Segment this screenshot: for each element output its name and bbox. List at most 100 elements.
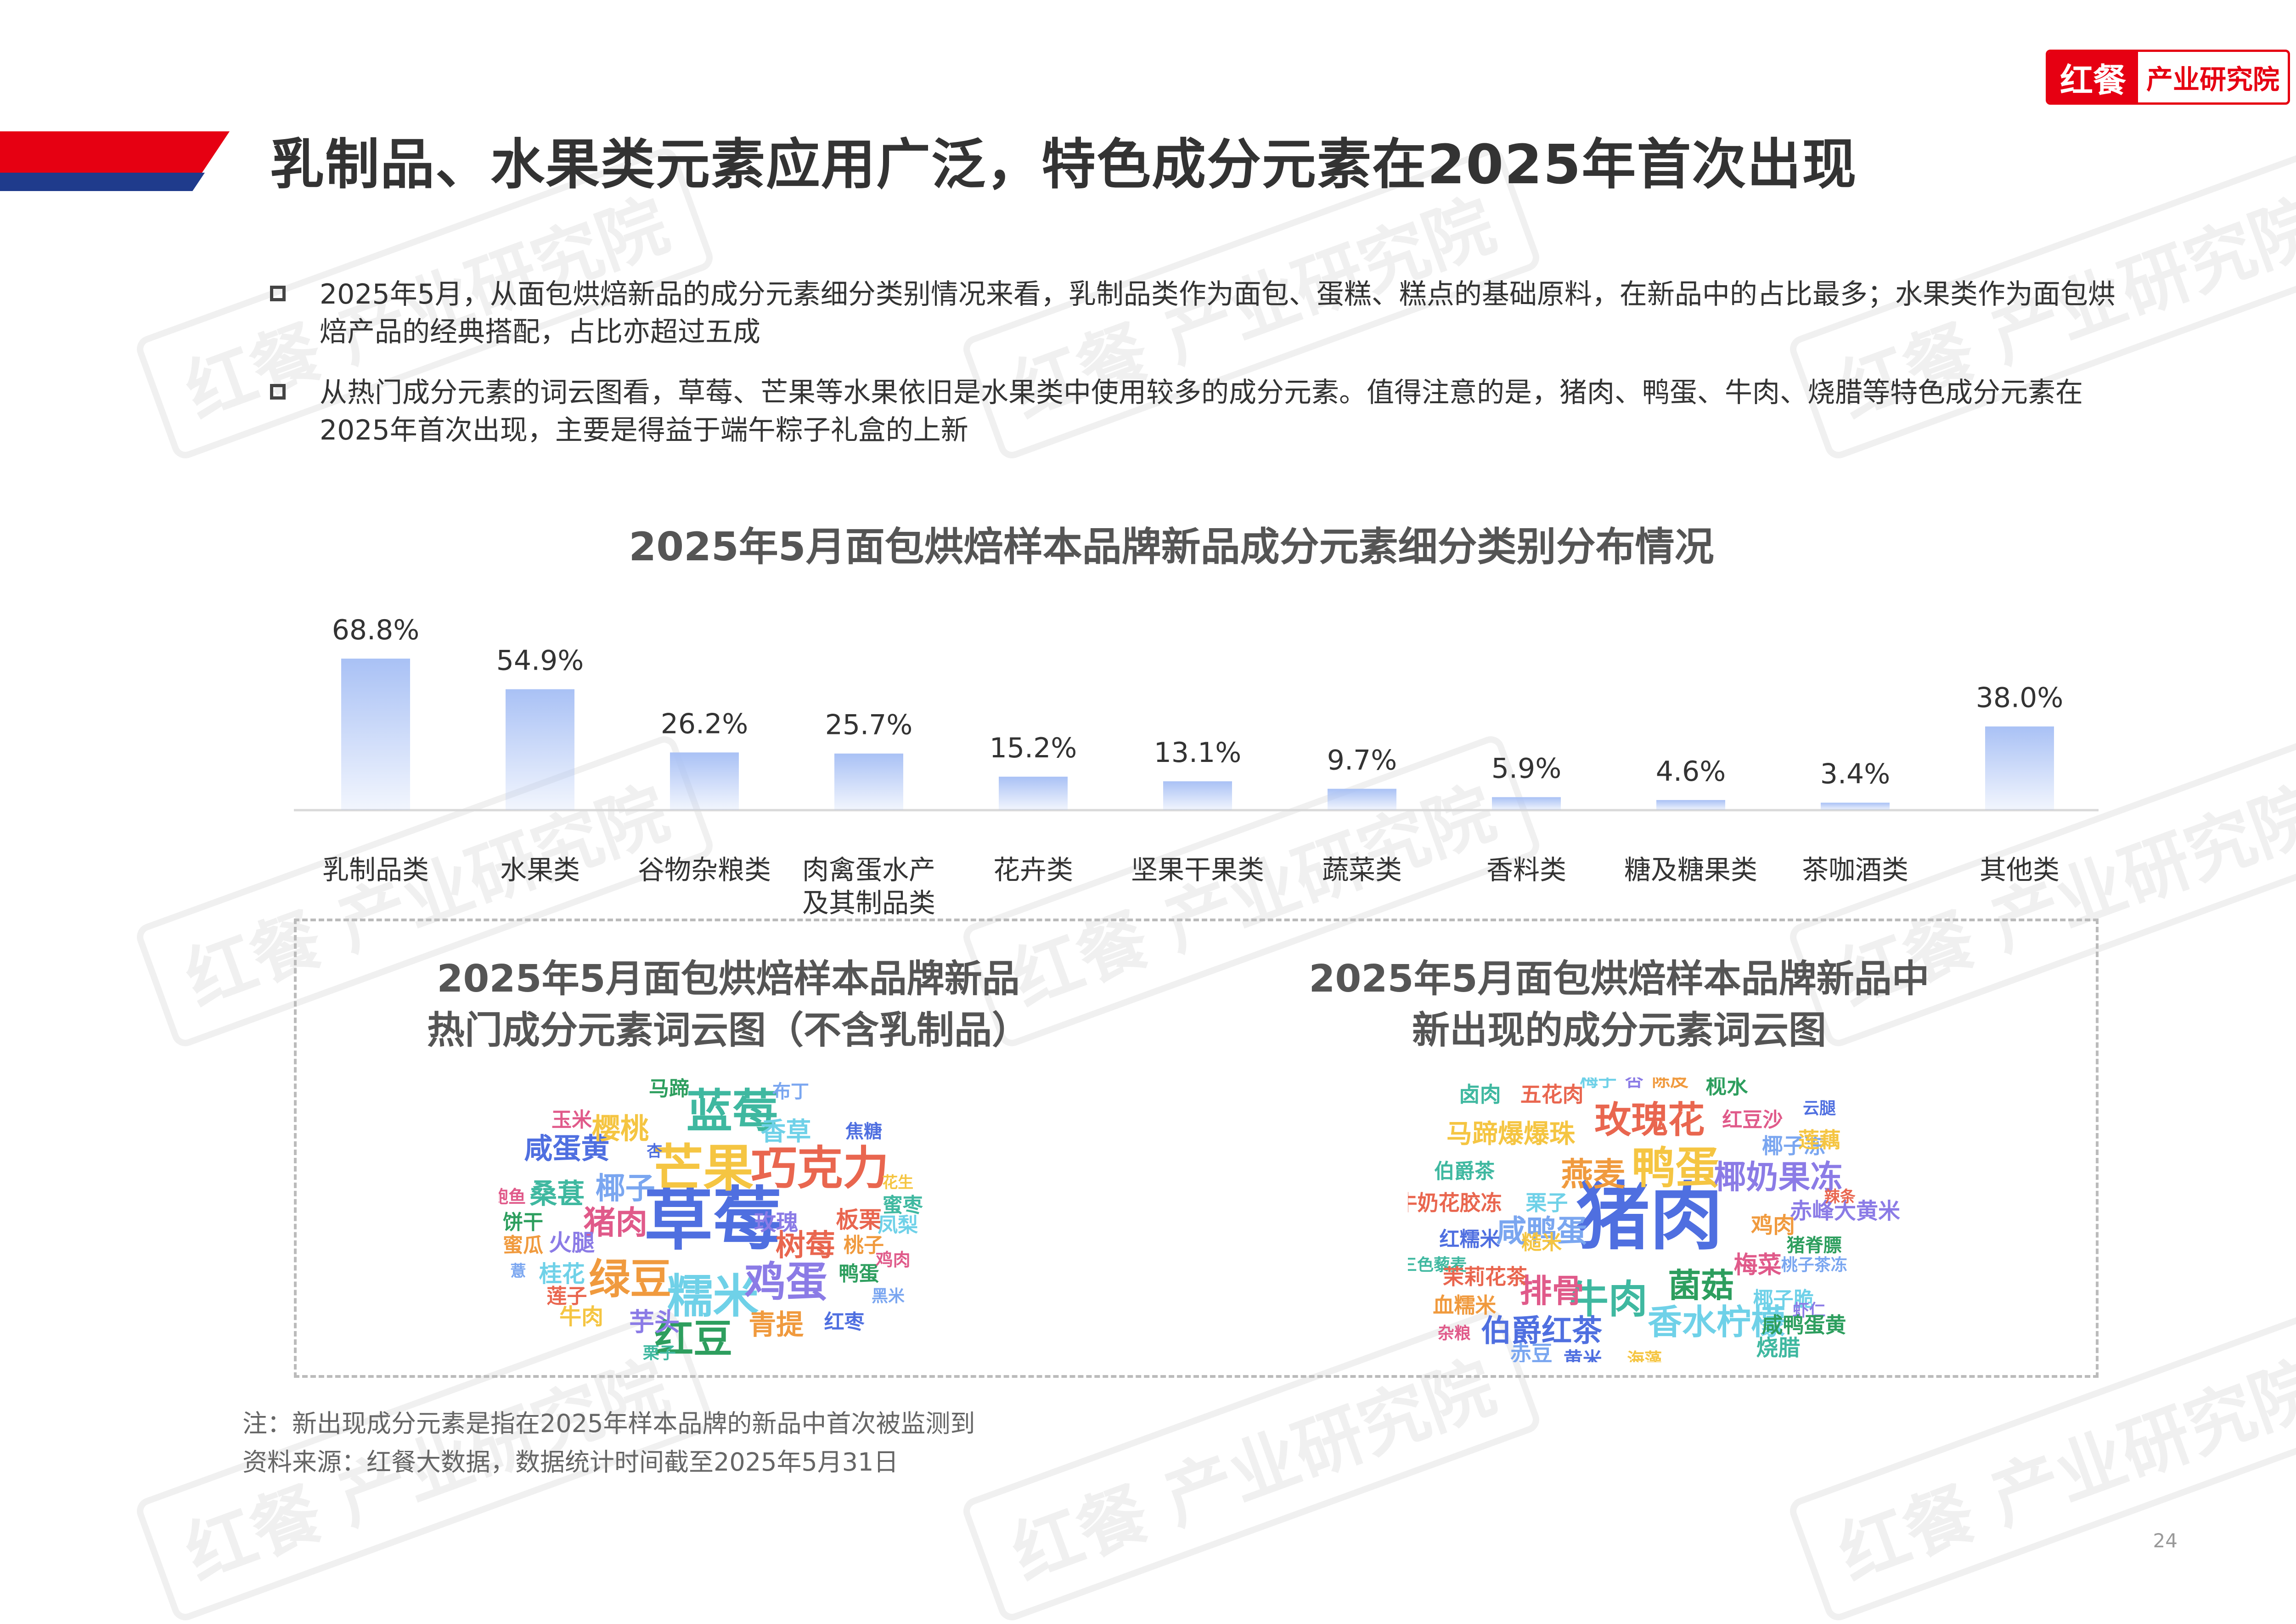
cloud-word: 焦糖 (845, 1121, 882, 1142)
bullet-text: 从热门成分元素的词云图看，草莓、芒果等水果依旧是水果类中使用较多的成分元素。值得… (320, 377, 2083, 446)
cloud-word: 红枣 (824, 1310, 865, 1334)
cloud-word: 鸭蛋 (838, 1262, 879, 1286)
cloud-word: 凤梨 (878, 1213, 918, 1237)
cloud-word: 烧腊 (1756, 1335, 1801, 1361)
word-cloud-right: 猪肉 鸭蛋 牛肉 玫瑰花 香水柠檬 椰奶果冻 燕麦 菌菇 排骨 咸鸭蛋 伯爵红茶 马蹄爆爆珠 卤肉 五花肉… (1408, 1077, 1922, 1362)
cloud-word: 杂粮 (1437, 1324, 1471, 1343)
cloud-word: 梅菜 (1733, 1252, 1782, 1280)
cloud-word: 樱桃 (591, 1111, 649, 1145)
cloud-word: 枧水 (1705, 1077, 1748, 1099)
word-cloud-panel: 2025年5月面包烘焙样本品牌新品 热门成分元素词云图（不含乳制品） 2025年… (294, 919, 2099, 1378)
cloud-word: 树莓 (775, 1228, 835, 1263)
bar (1656, 800, 1725, 810)
cloud-word: 马蹄 (649, 1077, 689, 1100)
cloud-word: 椰子 (595, 1171, 655, 1206)
cloud-word: 栗子 (642, 1344, 676, 1362)
cloud-word: 糙米 (1521, 1230, 1562, 1254)
bar-value-label: 68.8% (332, 614, 420, 646)
cloud-word: 陈皮 (1652, 1077, 1689, 1091)
word-cloud-left: 草莓 芒果 蓝莓 巧克力 糯米 鸡蛋 绿豆 红豆 猪肉 椰子 咸蛋黄 樱桃 桑葚 树莓 香草 芋头 青提 马蹄 玉米… (499, 1077, 985, 1362)
cloud-word: 牛奶花胶冻 (1408, 1190, 1502, 1215)
bar (1821, 802, 1890, 810)
cloud-word: 桃子 (844, 1233, 884, 1257)
bar-value-label: 25.7% (825, 709, 913, 741)
cloud-word: 绿豆 (589, 1255, 672, 1304)
cloud-word: 三色藜麦 (1408, 1256, 1467, 1275)
bar-value-label: 15.2% (990, 732, 1077, 764)
brand-logo: 红餐 产业研究院 (2046, 50, 2290, 105)
header-banner-red (0, 131, 230, 173)
cloud-word: 猪肉 (583, 1204, 648, 1242)
bar-value-label: 26.2% (661, 708, 748, 740)
cloud-word: 栗子 (1525, 1190, 1568, 1215)
bullet-square-icon (270, 286, 286, 301)
bullet-text: 2025年5月，从面包烘焙新品的成分元素细分类别情况来看，乳制品类作为面包、蛋糕… (320, 278, 2116, 348)
cloud-word: 香水柠檬 (1647, 1302, 1786, 1342)
cloud-word: 杏 (647, 1142, 663, 1161)
cloud-word: 蓝莓 (686, 1084, 778, 1139)
cloud-word: 咸鸭蛋 (1496, 1213, 1587, 1249)
cloud-word: 伯爵茶 (1434, 1159, 1495, 1183)
cloud-word: 猪脊膘 (1786, 1235, 1842, 1256)
bullet-square-icon (270, 384, 286, 400)
cloud-word: 杏 (1625, 1077, 1643, 1091)
cloud-word: 玫瑰花 (1594, 1099, 1705, 1141)
cloud-word: 海藻 (1627, 1349, 1662, 1362)
cloud-word: 猪肉 (1576, 1173, 1723, 1260)
page-number: 24 (2153, 1529, 2178, 1552)
cloud-word: 鸡蛋 (744, 1258, 827, 1307)
cloud-left-title: 2025年5月面包烘焙样本品牌新品 热门成分元素词云图（不含乳制品） (379, 953, 1077, 1056)
bar-value-label: 3.4% (1820, 758, 1890, 790)
bar (1163, 781, 1232, 810)
cloud-word: 桂花 (539, 1260, 585, 1287)
cloud-word: 莲子 (546, 1285, 587, 1308)
cloud-word: 茉莉花茶 (1443, 1264, 1527, 1289)
cloud-word: 马蹄爆爆珠 (1446, 1119, 1575, 1149)
chart-title: 2025年5月面包烘焙样本品牌新品成分元素细分类别分布情况 (629, 524, 1714, 570)
cloud-word: 鲍鱼 (499, 1187, 526, 1207)
category-label: 及其制品类 (802, 887, 935, 919)
cloud-word: 咸蛋黄 (524, 1132, 610, 1165)
cloud-word: 辣条 (1824, 1188, 1856, 1207)
cloud-word: 玫瑰 (754, 1210, 799, 1236)
cloud-word: 椰子脆 (1753, 1287, 1814, 1311)
bar (999, 777, 1068, 810)
cloud-word: 鸡肉 (875, 1249, 911, 1270)
bar-value-label: 54.9% (496, 645, 584, 677)
cloud-word: 血糯米 (1433, 1293, 1497, 1318)
cloud-word: 红豆沙 (1722, 1108, 1783, 1132)
cloud-left-title-line: 热门成分元素词云图（不含乳制品） (427, 1009, 1030, 1052)
cloud-word: 椰奶果冻 (1714, 1158, 1843, 1196)
cloud-word: 五花肉 (1520, 1082, 1584, 1107)
cloud-word: 红豆 (654, 1316, 733, 1362)
cloud-word: 云腿 (1802, 1099, 1836, 1118)
cloud-word: 鸡肉 (1751, 1212, 1795, 1239)
brand-mark: 红餐 (2048, 52, 2138, 102)
page-title: 乳制品、水果类元素应用广泛，特色成分元素在2025年首次出现 (270, 133, 1857, 196)
cloud-word: 梅子 (1580, 1077, 1617, 1091)
cloud-word: 菌菇 (1668, 1266, 1734, 1305)
bar-value-label: 4.6% (1656, 756, 1726, 788)
bullet-item: 从热门成分元素的词云图看，草莓、芒果等水果依旧是水果类中使用较多的成分元素。值得… (270, 374, 2130, 449)
cloud-word: 莲藕 (1798, 1128, 1840, 1153)
cloud-word: 红糯米 (1439, 1228, 1500, 1252)
cloud-word: 巧克力 (751, 1141, 889, 1195)
cloud-word: 饼干 (503, 1211, 543, 1235)
header-banner-blue (0, 173, 205, 191)
cloud-word: 薏 (510, 1262, 526, 1280)
cloud-word: 黑米 (871, 1287, 905, 1306)
bar-value-label: 38.0% (1976, 682, 2064, 714)
cloud-word: 草莓 (644, 1180, 782, 1260)
bar (341, 659, 410, 810)
bar-value-label: 9.7% (1327, 744, 1397, 776)
cloud-word: 鸭蛋 (1632, 1143, 1719, 1194)
category-label: 糖及糖果类 (1624, 854, 1757, 885)
cloud-word: 桑葚 (529, 1178, 585, 1211)
brand-text: 产业研究院 (2138, 52, 2288, 102)
cloud-word: 虾仁 (1792, 1301, 1826, 1320)
cloud-word: 花生 (882, 1173, 914, 1192)
cloud-word: 赤豆 (1510, 1341, 1553, 1362)
cloud-left-title-line: 2025年5月面包烘焙样本品牌新品 (437, 957, 1020, 1001)
cloud-word: 蜜枣 (882, 1194, 923, 1217)
cloud-word: 咸鸭蛋黄 (1761, 1313, 1846, 1338)
